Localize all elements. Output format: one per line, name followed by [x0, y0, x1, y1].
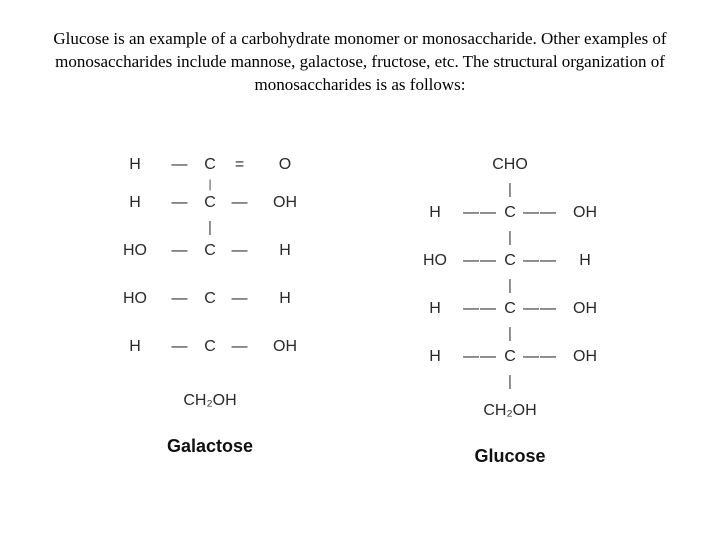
bond-h: — — [160, 242, 200, 260]
glucose-structure: CHO | H —— C —— OH | HO —— C —— H | H ——… — [410, 150, 610, 467]
bond-h: —— — [460, 348, 500, 366]
bond-h: —— — [460, 252, 500, 270]
bond-h: —— — [520, 300, 560, 318]
structure-diagrams: H — C = O | H — C — OH | HO — C — H HO —… — [0, 150, 720, 467]
atom-c: C — [500, 348, 520, 366]
bond-h: — — [220, 242, 260, 260]
bond-h: — — [160, 156, 200, 174]
bond-v: | — [208, 180, 211, 188]
bond-v: | — [508, 372, 512, 390]
bond-v: | — [508, 276, 512, 294]
atom-c: C — [200, 290, 220, 308]
atom-right: H — [260, 242, 310, 260]
galactose-row-2: H — C — OH — [110, 188, 310, 218]
bond-v: | — [208, 218, 212, 236]
atom-left: HO — [110, 290, 160, 308]
intro-paragraph: Glucose is an example of a carbohydrate … — [40, 28, 680, 97]
atom-left: H — [110, 194, 160, 212]
glucose-row-4: H —— C —— OH — [410, 342, 610, 372]
galactose-row-1: H — C = O — [110, 150, 310, 180]
bond-h: —— — [460, 300, 500, 318]
atom-c: C — [200, 156, 220, 174]
glucose-row-3: H —— C —— OH — [410, 294, 610, 324]
atom-c: C — [500, 204, 520, 222]
bond-h: — — [220, 194, 260, 212]
atom-c: C — [200, 194, 220, 212]
atom-right: OH — [260, 338, 310, 356]
bond-h: — — [160, 338, 200, 356]
terminal-group: CH₂OH — [483, 402, 536, 420]
bond-h: — — [160, 290, 200, 308]
terminal-group: CH₂OH — [183, 392, 236, 410]
glucose-top: CHO — [492, 150, 528, 180]
atom-left: H — [110, 156, 160, 174]
bond-h: —— — [520, 348, 560, 366]
glucose-row-1: H —— C —— OH — [410, 198, 610, 228]
atom-left: H — [410, 348, 460, 366]
bond-h: — — [160, 194, 200, 212]
bond-h: —— — [520, 204, 560, 222]
galactose-row-4: HO — C — H — [110, 284, 310, 314]
atom-right: OH — [560, 300, 610, 318]
glucose-label: Glucose — [474, 446, 545, 467]
bond-v: | — [508, 180, 512, 198]
atom-right: OH — [560, 204, 610, 222]
glucose-terminal: CH₂OH — [483, 396, 536, 426]
atom-left: H — [410, 204, 460, 222]
atom-c: C — [500, 300, 520, 318]
atom-c: C — [500, 252, 520, 270]
cho-group: CHO — [492, 156, 528, 174]
bond-h: —— — [520, 252, 560, 270]
bond-h: —— — [460, 204, 500, 222]
galactose-row-5: H — C — OH — [110, 332, 310, 362]
atom-right: OH — [560, 348, 610, 366]
atom-left: H — [110, 338, 160, 356]
atom-c: C — [200, 242, 220, 260]
galactose-structure: H — C = O | H — C — OH | HO — C — H HO —… — [110, 150, 310, 467]
atom-right: H — [560, 252, 610, 270]
atom-left: H — [410, 300, 460, 318]
galactose-terminal: CH₂OH — [183, 386, 236, 416]
bond-h: — — [220, 338, 260, 356]
bond-h: = — [220, 156, 260, 174]
galactose-row-3: HO — C — H — [110, 236, 310, 266]
bond-v: | — [508, 228, 512, 246]
atom-right: OH — [260, 194, 310, 212]
bond-v: | — [508, 324, 512, 342]
atom-left: HO — [410, 252, 460, 270]
atom-c: C — [200, 338, 220, 356]
bond-h: — — [220, 290, 260, 308]
atom-right: H — [260, 290, 310, 308]
atom-right: O — [260, 156, 310, 174]
atom-left: HO — [110, 242, 160, 260]
galactose-label: Galactose — [167, 436, 253, 457]
glucose-row-2: HO —— C —— H — [410, 246, 610, 276]
